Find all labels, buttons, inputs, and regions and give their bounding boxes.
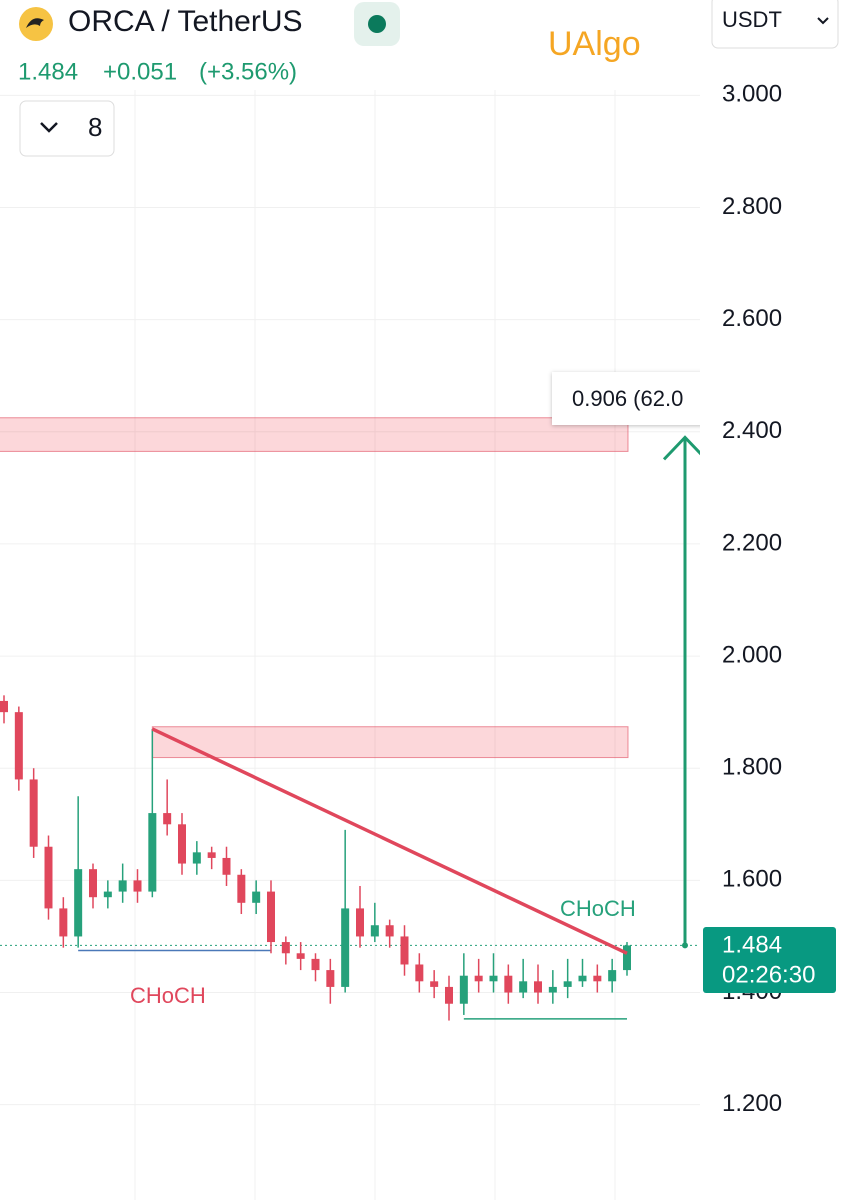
indicator-count: 8 (88, 112, 102, 142)
candle-body (326, 970, 335, 987)
candle-body (178, 824, 186, 864)
candle-body (252, 891, 261, 903)
candle-body (89, 869, 97, 898)
candle-body (489, 975, 498, 982)
candle-body (519, 981, 528, 993)
y-tick-label: 2.600 (722, 305, 782, 332)
candle-body (430, 981, 439, 987)
trendline (151, 727, 628, 955)
candle-body (534, 981, 542, 993)
candle-body (356, 908, 364, 937)
header: ORCA / TetherUS UAlgo USDT 1.484 +0.051 … (18, 0, 839, 157)
candle-body (385, 925, 394, 937)
indicator-toggle[interactable] (19, 100, 115, 157)
candle-body (281, 942, 290, 954)
candle-body (578, 975, 587, 982)
currency: USDT (722, 7, 782, 32)
currency-dropdown[interactable] (711, 0, 839, 49)
candle-body (192, 852, 201, 864)
candle-body (370, 925, 379, 937)
price-axis (700, 50, 848, 1200)
y-tick-label: 1.200 (722, 1090, 782, 1117)
candle-body (0, 700, 8, 713)
change-percent: (+3.56%) (199, 58, 297, 85)
choch-label: CHoCH (130, 983, 206, 1008)
candle-body (207, 852, 216, 858)
status-dot (368, 15, 386, 33)
arrow-anchor (682, 942, 688, 949)
candle-body (459, 975, 468, 1004)
logo-glyph (26, 18, 44, 28)
price-tag (703, 927, 836, 993)
candle-body (59, 908, 68, 937)
y-tick-label: 3.000 (722, 81, 782, 108)
candle-body (593, 975, 602, 982)
supply-zone (0, 417, 629, 452)
dropdown-caret (817, 17, 829, 25)
candle-body (311, 958, 320, 971)
candle-body (267, 891, 275, 943)
supply-zone (151, 726, 629, 759)
y-tick-label: 2.800 (722, 193, 782, 220)
y-tick-label: 1.800 (722, 754, 782, 781)
last-price: 1.484 (18, 58, 78, 85)
candle-body (163, 813, 172, 825)
candle-body (563, 981, 572, 987)
candle-body (400, 936, 409, 965)
y-tick-label: 2.000 (722, 641, 782, 668)
candle-body (237, 874, 246, 903)
candle-body (103, 891, 112, 898)
candle-body (44, 846, 53, 909)
candle-body (548, 986, 557, 993)
candle-body (148, 813, 157, 892)
candle-body (296, 953, 305, 959)
candle-body (504, 975, 513, 993)
candle-body (29, 779, 38, 847)
candle-body (74, 869, 83, 937)
candle-body (608, 970, 617, 982)
price-tag-countdown: 02:26:30 (722, 961, 815, 988)
symbol-title[interactable]: ORCA / TetherUS (68, 5, 303, 38)
candle-body (474, 975, 483, 982)
candle-body (623, 945, 631, 971)
measure-box (552, 372, 700, 425)
candle-body (341, 908, 350, 987)
candle-body (445, 986, 453, 1004)
change: +0.051 (103, 58, 177, 85)
candle-body (133, 880, 142, 892)
brand: UAlgo (548, 25, 641, 63)
toggle-caret (40, 122, 58, 133)
y-tick-label: 2.200 (722, 529, 782, 556)
candle-body (415, 964, 424, 982)
price-tag-value: 1.484 (722, 931, 782, 958)
candle-body (118, 880, 127, 892)
candle-body (222, 857, 231, 875)
y-tick-label: 2.400 (722, 417, 782, 444)
measure-label: 0.906 (62.0 (572, 386, 683, 411)
y-tick-label: 1.600 (722, 866, 782, 893)
candle-body (14, 712, 23, 780)
choch-label: CHoCH (560, 896, 636, 921)
arrow-head (662, 435, 700, 461)
